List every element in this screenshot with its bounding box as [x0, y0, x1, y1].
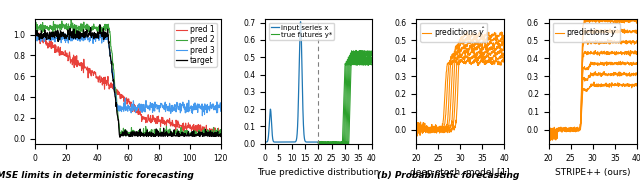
input series x [279, 141, 287, 143]
pred 3 [31, 39, 39, 41]
pred 1 [215, 135, 223, 137]
pred 1 [64, 60, 72, 62]
pred 3 [64, 39, 72, 41]
pred 1 [171, 126, 179, 128]
pred 1 [115, 91, 123, 93]
target [96, 24, 104, 26]
Line: predictions $\hat{y}$: predictions $\hat{y}$ [548, 82, 637, 141]
predictions $\hat{y}$ [477, 61, 484, 63]
pred 3 [73, 31, 81, 34]
predictions $\hat{y}$ [423, 128, 431, 130]
pred 1 [79, 67, 86, 69]
Line: pred 3: pred 3 [35, 33, 221, 116]
predictions $\hat{y}$ [601, 84, 609, 86]
Line: true futures y*: true futures y* [318, 63, 372, 144]
X-axis label: deep stoch. model [1]: deep stoch. model [1] [410, 168, 510, 177]
input series x [300, 135, 308, 137]
predictions $\hat{y}$ [476, 60, 484, 62]
target [64, 29, 72, 31]
predictions $\hat{y}$ [609, 83, 617, 85]
true futures y* [348, 64, 356, 66]
X-axis label: STRIPE++ (ours): STRIPE++ (ours) [555, 168, 630, 177]
pred 1 [141, 117, 148, 119]
pred 3 [156, 111, 163, 113]
input series x [300, 131, 308, 134]
pred 2 [156, 133, 163, 135]
pred 2 [31, 28, 39, 31]
X-axis label: True predictive distribution: True predictive distribution [257, 168, 380, 177]
pred 2 [67, 18, 75, 20]
predictions $\hat{y}$ [468, 62, 476, 65]
input series x [282, 141, 290, 143]
true futures y* [368, 63, 376, 65]
true futures y* [353, 63, 361, 65]
pred 1 [31, 29, 39, 31]
Line: predictions $\hat{y}$: predictions $\hat{y}$ [416, 59, 504, 135]
input series x [276, 141, 284, 143]
Line: input series x: input series x [265, 22, 318, 142]
Legend: predictions $\hat{y}$: predictions $\hat{y}$ [552, 23, 620, 42]
input series x [297, 21, 305, 23]
true futures y* [336, 143, 344, 145]
pred 2 [79, 31, 87, 34]
input series x [295, 84, 303, 86]
Legend: pred 1, pred 2, pred 3, target: pred 1, pred 2, pred 3, target [173, 23, 217, 67]
true futures y* [314, 141, 322, 143]
pred 2 [116, 126, 124, 128]
pred 3 [217, 110, 225, 112]
target [141, 134, 149, 137]
pred 2 [194, 134, 202, 136]
pred 3 [116, 110, 124, 112]
predictions $\hat{y}$ [556, 128, 563, 130]
pred 2 [172, 133, 179, 135]
pred 1 [217, 133, 225, 135]
Line: pred 2: pred 2 [35, 19, 221, 135]
predictions $\hat{y}$ [500, 59, 508, 62]
target [172, 134, 179, 137]
predictions $\hat{y}$ [590, 81, 598, 83]
predictions $\hat{y}$ [574, 129, 582, 131]
input series x [261, 141, 269, 143]
Text: (b) Probabilistic forecasting: (b) Probabilistic forecasting [377, 171, 519, 180]
pred 2 [217, 133, 225, 136]
predictions $\hat{y}$ [545, 136, 552, 138]
Line: pred 1: pred 1 [35, 30, 221, 136]
Legend: input series x, true futures y*: input series x, true futures y* [269, 23, 334, 40]
Line: target: target [35, 25, 221, 137]
pred 3 [79, 40, 87, 42]
predictions $\hat{y}$ [447, 61, 455, 63]
pred 3 [172, 104, 179, 106]
true futures y* [356, 62, 364, 64]
input series x [314, 141, 322, 143]
pred 3 [141, 109, 148, 111]
Legend: predictions $\hat{y}$: predictions $\hat{y}$ [420, 23, 488, 42]
pred 2 [64, 28, 72, 30]
true futures y* [332, 142, 340, 145]
target [79, 33, 86, 35]
predictions $\hat{y}$ [609, 84, 616, 86]
true futures y* [317, 143, 325, 145]
target [31, 32, 39, 35]
predictions $\hat{y}$ [477, 58, 485, 60]
input series x [268, 121, 275, 123]
target [116, 136, 124, 138]
target [156, 134, 163, 136]
predictions $\hat{y}$ [417, 134, 424, 136]
predictions $\hat{y}$ [633, 85, 640, 87]
predictions $\hat{y}$ [441, 90, 449, 92]
pred 1 [155, 119, 163, 121]
target [217, 135, 225, 138]
pred 3 [198, 115, 206, 117]
true futures y* [321, 142, 329, 144]
predictions $\hat{y}$ [580, 88, 588, 90]
true futures y* [353, 64, 361, 66]
target [116, 134, 124, 136]
pred 2 [141, 132, 148, 134]
predictions $\hat{y}$ [412, 127, 420, 129]
predictions $\hat{y}$ [546, 140, 554, 142]
Text: (a) MSE limits in deterministic forecasting: (a) MSE limits in deterministic forecast… [0, 171, 194, 180]
